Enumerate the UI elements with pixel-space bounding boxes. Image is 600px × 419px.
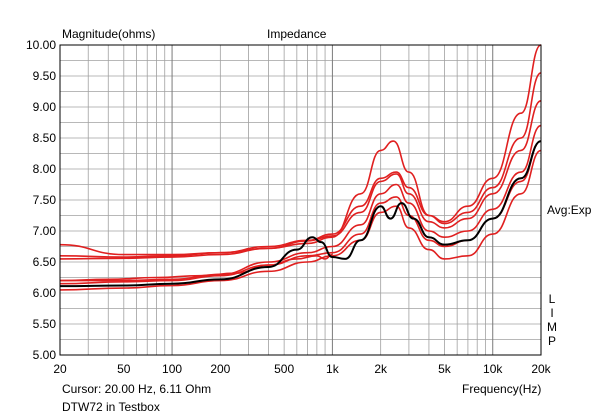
x-tick-label: 50 <box>117 362 131 376</box>
x-tick-label: 500 <box>274 362 295 376</box>
cursor-readout: Cursor: 20.00 Hz, 6.11 Ohm <box>62 382 212 396</box>
side-letters: L I M P <box>546 292 558 348</box>
caption: DTW72 in Testbox <box>62 400 160 414</box>
y-tick-label: 6.50 <box>32 255 56 269</box>
right-label: Avg:Exp <box>547 203 592 217</box>
side-letter: I <box>550 306 554 320</box>
y-tick-label: 8.50 <box>32 131 56 145</box>
impedance-curve <box>59 149 542 291</box>
y-tick-label: 5.50 <box>32 317 56 331</box>
x-tick-label: 20 <box>53 362 67 376</box>
x-tick-label: 10k <box>483 362 503 376</box>
side-letter: M <box>547 320 557 334</box>
y-tick-label: 8.00 <box>32 162 56 176</box>
side-letter: L <box>548 292 556 306</box>
impedance-curve <box>59 44 542 256</box>
y-tick-label: 7.50 <box>32 193 56 207</box>
x-tick-label: 5k <box>438 362 451 376</box>
y-tick-label: 5.00 <box>32 348 56 362</box>
y-tick-label: 7.00 <box>32 224 56 238</box>
x-tick-label: 2k <box>374 362 387 376</box>
y-tick-label: 10.00 <box>25 38 56 52</box>
impedance-curve <box>59 140 542 288</box>
x-tick-label: 1k <box>326 362 339 376</box>
y-axis-label: Magnitude(ohms) <box>62 27 156 41</box>
x-axis-label: Frequency(Hz) <box>462 382 542 396</box>
y-tick-label: 6.00 <box>32 286 56 300</box>
x-tick-label: 200 <box>210 362 231 376</box>
y-tick-label: 9.00 <box>32 100 56 114</box>
side-letter: P <box>547 334 556 348</box>
plot-frame <box>59 44 542 356</box>
x-tick-label: 100 <box>162 362 183 376</box>
impedance-curve <box>59 100 542 260</box>
impedance-curve <box>59 72 542 258</box>
x-tick-label: 20k <box>531 362 551 376</box>
chart-title: Impedance <box>267 27 327 41</box>
y-tick-label: 9.50 <box>32 69 56 83</box>
